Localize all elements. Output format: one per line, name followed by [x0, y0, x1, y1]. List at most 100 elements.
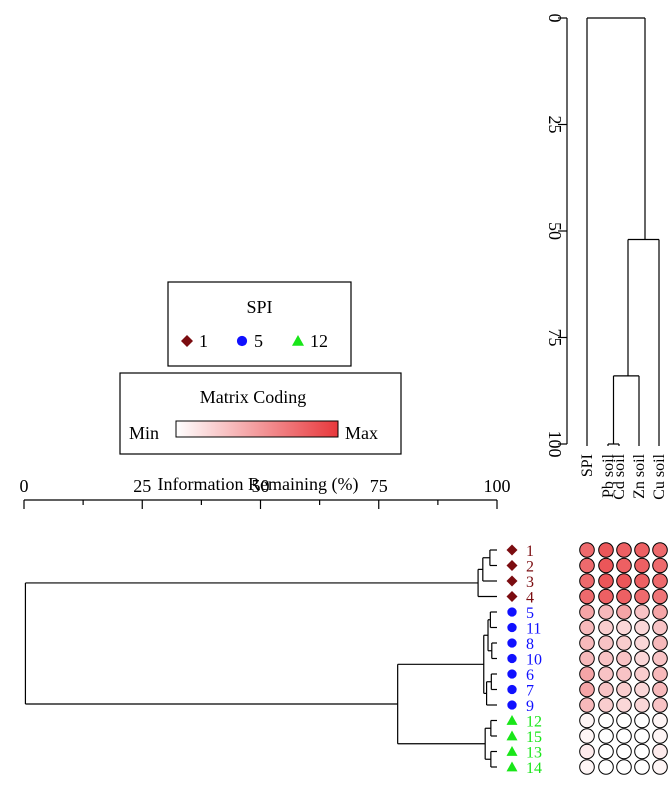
sample-marker-circle [507, 622, 517, 633]
sample-marker-diamond [506, 575, 518, 587]
heatmap-cell [634, 681, 650, 698]
heatmap-cell [579, 542, 595, 558]
sample-label: 9 [526, 698, 534, 715]
heatmap-cell [634, 588, 650, 605]
heatmap-cell [598, 635, 614, 651]
heatmap-cell [634, 697, 650, 713]
heatmap-cell [652, 588, 668, 605]
sample-label: 7 [526, 683, 534, 700]
heatmap-cell [616, 542, 632, 558]
top-axis-tick-label: 25 [545, 116, 565, 134]
heatmap-cell [598, 604, 614, 620]
sample-label: 5 [526, 605, 534, 622]
heatmap-cell [616, 650, 632, 667]
heatmap-cell [652, 650, 668, 667]
heatmap-cell [616, 619, 632, 636]
heatmap-matrix [579, 542, 668, 775]
heatmap-cell [634, 650, 650, 667]
sample-marker-circle [507, 700, 517, 710]
heatmap-cell [634, 542, 650, 558]
sample-label: 10 [526, 652, 542, 669]
legend-label-5: 5 [254, 331, 263, 351]
heatmap-cell [652, 728, 668, 744]
heatmap-cell [652, 666, 668, 682]
heatmap-cell [634, 573, 650, 589]
heatmap-cell [598, 728, 614, 744]
sample-marker-diamond [506, 560, 518, 571]
sample-marker-circle [507, 638, 517, 648]
heatmap-cell [634, 728, 650, 744]
heatmap-cell [652, 604, 668, 620]
top-axis-tick-label: 100 [545, 431, 565, 458]
heatmap-cell [579, 681, 595, 698]
heatmap-cell [634, 619, 650, 636]
sample-marker-triangle [506, 761, 518, 772]
heatmap-cell [579, 650, 595, 667]
sample-label: 8 [526, 636, 534, 653]
heatmap-cell [634, 743, 650, 760]
heatmap-cell [579, 619, 595, 636]
heatmap-cell [634, 604, 650, 620]
matrix-legend-title: Matrix Coding [200, 387, 307, 407]
heatmap-cell [598, 759, 614, 775]
sample-marker-diamond [506, 591, 518, 602]
heatmap-cell [579, 728, 595, 744]
x-axis-title: Information Remaining (%) [158, 474, 359, 495]
heatmap-cell [652, 573, 668, 589]
heatmap-cell [616, 743, 632, 760]
top-axis-tick-label: 50 [545, 222, 565, 240]
sample-marker-circle [507, 653, 517, 664]
matrix-legend-min-label: Min [129, 423, 159, 443]
heatmap-cell [579, 588, 595, 605]
heatmap-cell [579, 743, 595, 760]
bottom-axis-tick-label: 25 [133, 476, 151, 496]
heatmap-cell [634, 635, 650, 651]
heatmap-cell [616, 604, 632, 620]
heatmap-cell [652, 635, 668, 651]
sample-dendrogram: Information Remaining (%) 0 25 50 75 1001234… [20, 474, 543, 777]
top-axis-tick-label: 0 [545, 14, 565, 23]
heatmap-cell [598, 619, 614, 636]
sample-marker-circle [507, 669, 517, 679]
legend-marker-diamond [181, 335, 193, 347]
matrix-coding-legend: Matrix Coding Min Max [119, 372, 402, 455]
heatmap-cell [616, 759, 632, 775]
heatmap-cell [616, 588, 632, 605]
sample-marker-circle [507, 684, 517, 695]
heatmap-cell [598, 650, 614, 667]
heatmap-cell [616, 712, 632, 729]
bottom-axis-tick-label: 0 [20, 476, 29, 496]
heatmap-cell [652, 712, 668, 729]
sample-label: 15 [526, 729, 542, 746]
heatmap-cell [598, 697, 614, 713]
sample-marker-triangle [506, 730, 518, 741]
heatmap-cell [652, 619, 668, 636]
sample-label: 4 [526, 590, 534, 607]
sample-label: 1 [526, 543, 534, 560]
heatmap-cell [652, 681, 668, 698]
sample-marker-circle [507, 607, 517, 617]
sample-marker-diamond [506, 544, 518, 556]
heatmap-cell [652, 557, 668, 574]
matrix-legend-max-label: Max [345, 423, 378, 443]
legend-label-12: 12 [310, 331, 328, 351]
heatmap-cell [616, 557, 632, 574]
heatmap-cell [652, 697, 668, 713]
heatmap-cell [598, 557, 614, 574]
heatmap-cell [652, 542, 668, 558]
heatmap-cell [598, 681, 614, 698]
heatmap-cell [598, 588, 614, 605]
variable-label: Cu soil [651, 453, 668, 499]
variable-label: SPI [579, 454, 596, 477]
heatmap-cell [616, 728, 632, 744]
heatmap-cell [598, 666, 614, 682]
heatmap-cell [579, 635, 595, 651]
bottom-axis-tick-label: 75 [370, 476, 388, 496]
top-axis-tick-label: 75 [545, 329, 565, 347]
legend-marker-triangle [292, 335, 304, 346]
heatmap-cell [598, 573, 614, 589]
spi-legend-title: SPI [246, 297, 272, 317]
heatmap-cell [652, 759, 668, 775]
